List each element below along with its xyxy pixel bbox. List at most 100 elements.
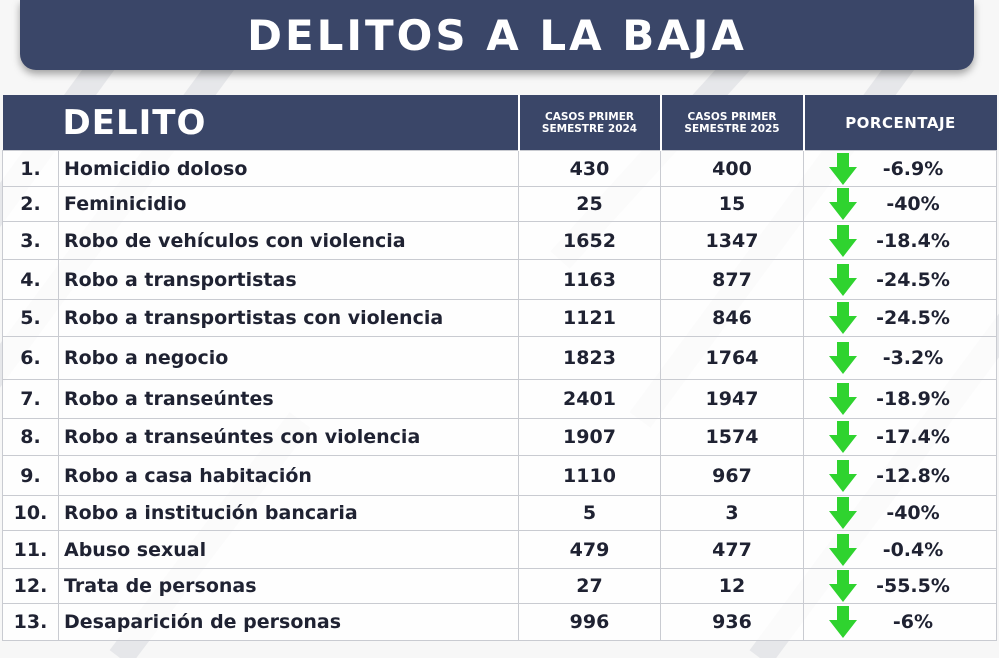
title-banner: DELITOS A LA BAJA: [20, 0, 974, 70]
percentage-value: -24.5%: [876, 268, 950, 291]
green-down-arrow-icon: [829, 533, 857, 566]
table-row: 5. Robo a transportistas con violencia 112…: [2, 299, 997, 337]
casos-2025-value: 877: [660, 259, 804, 300]
crime-name: Desaparición de personas: [58, 603, 519, 641]
percentage-cell: -40%: [803, 186, 997, 222]
green-down-arrow-icon: [829, 459, 857, 492]
casos-2025-value: 477: [660, 530, 804, 569]
row-number: 3.: [2, 221, 59, 260]
table-row: 7. Robo a transeúntes 2401 1947 -18.9%: [2, 379, 997, 419]
percentage-value: -24.5%: [876, 307, 950, 329]
percentage-wrap: -40%: [804, 496, 996, 530]
crime-name: Trata de personas: [58, 568, 519, 604]
table-row: 3. Robo de vehículos con violencia 1652 134…: [2, 221, 997, 260]
casos-2024-value: 1907: [518, 418, 661, 456]
percentage-cell: -55.5%: [803, 568, 997, 604]
crime-name: Abuso sexual: [58, 530, 519, 569]
row-number: 13.: [2, 603, 59, 641]
percentage-wrap: -18.4%: [804, 224, 996, 258]
crime-table: DELITO CASOS PRIMER SEMESTRE 2024 CASOS …: [2, 95, 997, 641]
percentage-wrap: -24.5%: [804, 263, 996, 297]
green-down-arrow-icon: [829, 570, 857, 602]
casos-2024-value: 2401: [518, 379, 661, 419]
casos-2024-value: 1652: [518, 221, 661, 260]
casos-2025-value: 936: [660, 603, 804, 641]
table-body: 1. Homicidio doloso 430 400 -6.9% 2. Feminicid…: [2, 150, 997, 641]
casos-2024-value: 430: [518, 150, 661, 187]
table-row: 12. Trata de personas 27 12 -55.5%: [2, 568, 997, 604]
row-number: 11.: [2, 530, 59, 569]
green-down-arrow-icon: [829, 263, 857, 296]
crime-name: Robo a transportistas con violencia: [58, 299, 519, 337]
percentage-value: -55.5%: [876, 575, 950, 597]
row-number: 8.: [2, 418, 59, 456]
page-title: DELITOS A LA BAJA: [247, 10, 747, 60]
percentage-wrap: -0.4%: [804, 533, 996, 567]
row-number: 1.: [2, 150, 59, 187]
table-row: 6. Robo a negocio 1823 1764 -3.2%: [2, 336, 997, 380]
percentage-value: -3.2%: [882, 347, 944, 369]
row-number: 2.: [2, 186, 59, 222]
green-down-arrow-icon: [829, 421, 857, 453]
percentage-value: -17.4%: [876, 426, 950, 448]
casos-2025-value: 400: [660, 150, 804, 187]
percentage-value: -40%: [886, 193, 940, 215]
green-down-arrow-icon: [829, 383, 857, 415]
header-number: [2, 95, 59, 151]
row-number: 4.: [2, 259, 59, 300]
row-number: 6.: [2, 336, 59, 380]
percentage-wrap: -3.2%: [804, 341, 996, 375]
percentage-wrap: -12.8%: [804, 459, 996, 493]
percentage-wrap: -17.4%: [804, 420, 996, 454]
percentage-cell: -18.9%: [803, 379, 997, 419]
percentage-wrap: -6.9%: [804, 152, 996, 186]
percentage-cell: -24.5%: [803, 299, 997, 337]
row-number: 9.: [2, 455, 59, 496]
green-down-arrow-icon: [829, 302, 857, 334]
casos-2025-value: 967: [660, 455, 804, 496]
casos-2024-value: 996: [518, 603, 661, 641]
percentage-cell: -18.4%: [803, 221, 997, 260]
casos-2024-value: 1121: [518, 299, 661, 337]
percentage-cell: -0.4%: [803, 530, 997, 569]
table-row: 8. Robo a transeúntes con violencia 1907 15…: [2, 418, 997, 456]
casos-2024-value: 479: [518, 530, 661, 569]
crime-name: Robo a transeúntes: [58, 379, 519, 419]
crime-name: Robo a transeúntes con violencia: [58, 418, 519, 456]
percentage-wrap: -24.5%: [804, 301, 996, 335]
percentage-value: -40%: [886, 502, 940, 524]
table-row: 1. Homicidio doloso 430 400 -6.9%: [2, 150, 997, 187]
casos-2024-value: 1823: [518, 336, 661, 380]
green-down-arrow-icon: [829, 342, 857, 374]
casos-2025-value: 12: [660, 568, 804, 604]
percentage-cell: -6%: [803, 603, 997, 641]
green-down-arrow-icon: [829, 188, 857, 220]
casos-2024-value: 1110: [518, 455, 661, 496]
green-down-arrow-icon: [829, 497, 857, 529]
green-down-arrow-icon: [829, 606, 857, 638]
percentage-value: -12.8%: [876, 464, 950, 487]
table-row: 10. Robo a institución bancaria 5 3 -40%: [2, 495, 997, 531]
casos-2025-value: 1764: [660, 336, 804, 380]
table-row: 2. Feminicidio 25 15 -40%: [2, 186, 997, 222]
percentage-wrap: -18.9%: [804, 382, 996, 416]
crime-name: Robo a transportistas: [58, 259, 519, 300]
percentage-wrap: -6%: [804, 605, 996, 639]
table-header-row: DELITO CASOS PRIMER SEMESTRE 2024 CASOS …: [2, 95, 997, 151]
casos-2025-value: 15: [660, 186, 804, 222]
percentage-cell: -40%: [803, 495, 997, 531]
percentage-wrap: -55.5%: [804, 569, 996, 603]
percentage-cell: -24.5%: [803, 259, 997, 300]
percentage-value: -6%: [892, 611, 934, 633]
percentage-value: -18.4%: [876, 229, 950, 252]
casos-2024-value: 5: [518, 495, 661, 531]
table-row: 4. Robo a transportistas 1163 877 -24.5%: [2, 259, 997, 300]
header-porcentaje: PORCENTAJE: [803, 95, 997, 151]
crime-name: Robo a negocio: [58, 336, 519, 380]
crime-name: Robo a casa habitación: [58, 455, 519, 496]
percentage-cell: -6.9%: [803, 150, 997, 187]
row-number: 12.: [2, 568, 59, 604]
header-casos-2025: CASOS PRIMER SEMESTRE 2025: [660, 95, 805, 151]
casos-2024-value: 25: [518, 186, 661, 222]
table-row: 13. Desaparición de personas 996 936 -6%: [2, 603, 997, 641]
